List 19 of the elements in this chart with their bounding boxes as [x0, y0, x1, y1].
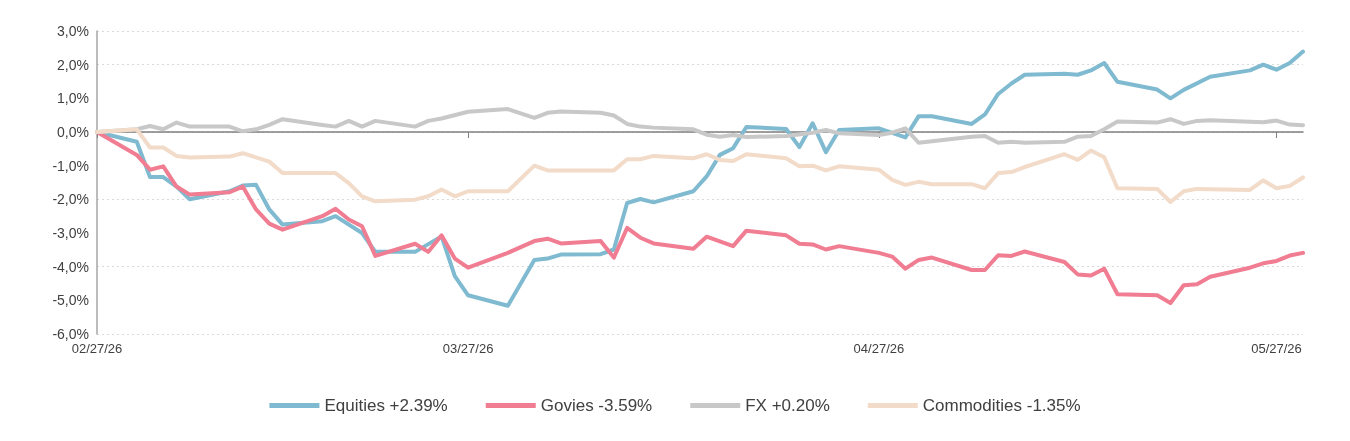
legend-label: Govies -3.59% [540, 396, 653, 415]
y-tick-label: -3,0% [52, 225, 89, 241]
x-tick-label: 02/27/26 [71, 341, 123, 356]
y-tick-label: -1,0% [52, 157, 89, 174]
y-tick-label: 2,0% [57, 56, 89, 73]
x-tick-label: 05/27/26 [1251, 341, 1302, 356]
y-tick-label: -4,0% [52, 258, 89, 275]
x-tick-label: 04/27/26 [853, 341, 905, 356]
y-tick-label: 1,0% [57, 90, 89, 107]
legend-label: Equities +2.39% [324, 396, 448, 415]
x-tick-label: 03/27/26 [442, 341, 494, 356]
y-tick-label: -2,0% [52, 191, 89, 208]
legend-label: FX +0.20% [745, 396, 830, 415]
y-tick-label: 3,0% [57, 23, 89, 39]
line-series [95, 127, 1305, 205]
y-tick-label: -6,0% [52, 326, 89, 342]
y-tick-label: 0,0% [57, 124, 89, 140]
legend-label: Commodities -1.35% [922, 396, 1081, 415]
y-tick-label: -5,0% [52, 292, 89, 309]
